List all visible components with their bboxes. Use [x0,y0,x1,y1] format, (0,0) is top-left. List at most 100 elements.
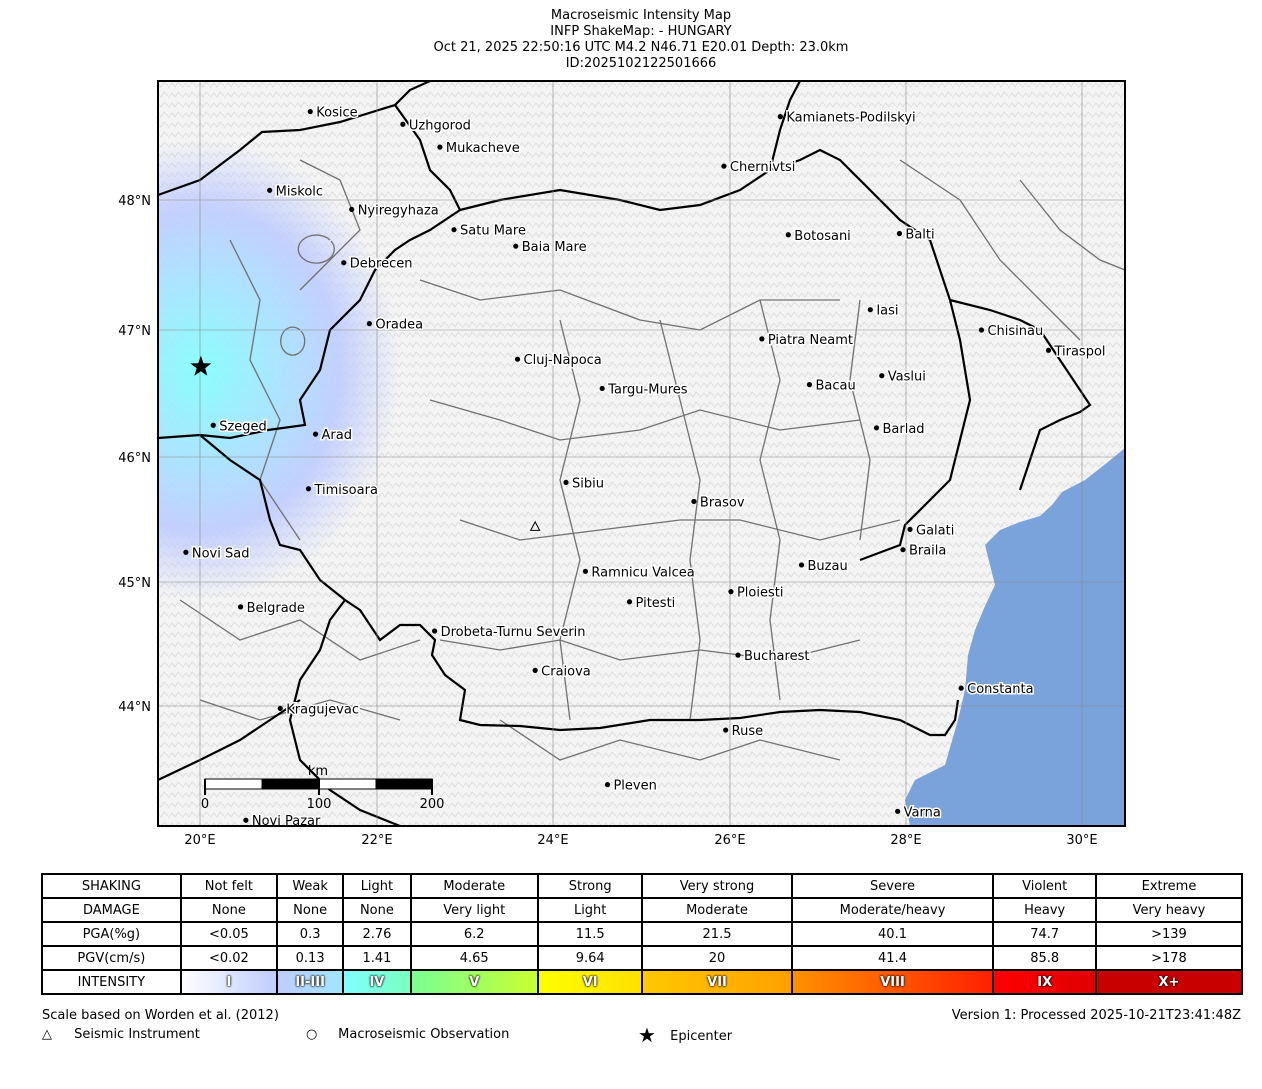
lat-tick-46: 46°N [118,451,151,466]
scale-cell: Moderate [409,873,539,899]
scale-cell: 2.76 [342,921,412,947]
black-sea [905,448,1125,826]
title-line-2: INFP ShakeMap: - HUNGARY [550,24,732,39]
scale-cell: 0.13 [276,945,345,971]
city-label: Cluj-Napoca [524,353,602,368]
city-oradea: Oradea [366,316,425,334]
city-label: Arad [322,428,352,443]
scale-cell: >139 [1094,921,1244,947]
city-uzhgorod: Uzhgorod [400,117,472,135]
city-label: Braila [909,544,946,559]
city-dot [723,727,729,733]
lon-tick-20: 20°E [184,833,215,848]
city-dot [759,336,765,342]
city-dot [312,431,319,437]
lat-tick-47: 47°N [118,324,151,339]
city-dot [237,604,244,610]
city-label: Ploiesti [737,586,784,601]
city-label: Balti [905,227,934,242]
city-label: Kosice [316,106,357,121]
scale-cell: Very strong [641,873,793,899]
map-title: Macroseismic Intensity Map INFP ShakeMap… [0,8,1262,72]
scale-cell: 85.8 [992,945,1097,971]
city-label: Baia Mare [522,240,587,255]
scale-cell: Violent [992,873,1097,899]
scale-cell: None [179,897,279,923]
city-label: Mukacheve [446,141,520,156]
intensity-cell: VIII [790,969,995,995]
scale-bar-label-200: 200 [420,797,445,812]
city-novi-sad: Novi Sad [183,545,251,563]
scale-cell: None [276,897,345,923]
city-dot [267,187,273,193]
scale-cell: None [342,897,412,923]
city-label: Tiraspol [1053,344,1105,359]
city-label: Debrecen [350,257,413,272]
city-label: Pitesti [636,596,676,611]
city-dot [514,356,521,362]
scale-cell: Severe [790,873,995,899]
legend-epicenter: ★ Epicenter [638,1023,732,1047]
seismic-instrument-marker[interactable] [529,520,541,531]
epicenter-star-icon[interactable] [190,355,212,376]
scale-row-header: INTENSITY [41,969,182,995]
city-label: Pleven [613,779,656,794]
scale-cell: >178 [1094,945,1244,971]
legend-observation-label: Macroseismic Observation [338,1027,510,1042]
city-dot [210,422,216,428]
scale-cell: 0.3 [276,921,345,947]
scale-cell: Weak [276,873,345,899]
city-label: Nyiregyhaza [358,203,439,218]
city-buzau: Buzau [798,557,849,575]
city-constanta: Constanta [958,681,1035,699]
city-label: Szeged [219,419,267,434]
scale-bar-label-0: 0 [201,797,209,812]
scale-row-header: DAMAGE [41,897,182,923]
city-dot [806,382,813,388]
lat-axis: 48°N 47°N 46°N 45°N 44°N [118,194,151,715]
city-label: Kamianets-Podilskyi [786,111,915,126]
city-label: Varna [904,805,941,820]
scale-row-damage: DAMAGE None None None Very light Light Moderat… [41,897,1244,923]
city-varna: Varna [895,804,942,822]
city-dot [691,498,697,505]
city-dot [432,628,438,634]
city-belgrade: Belgrade [237,599,306,617]
city-vaslui: Vaslui [879,368,927,386]
lon-tick-26: 26°E [714,833,745,848]
city-dot [513,243,519,249]
scale-cell: 40.1 [790,921,995,947]
scale-bar-unit: km [308,764,328,779]
city-kamianets-podilskyi: Kamianets-Podilskyi [777,109,917,127]
scale-row-header: PGV(cm/s) [41,945,182,971]
region-boundaries [179,159,1125,761]
city-label: Novi Sad [192,546,250,561]
scale-cell: Moderate [641,897,793,923]
city-pitesti: Pitesti [626,594,677,612]
intensity-cell: X+ [1094,969,1244,995]
city-dot [563,479,569,485]
city-label: Chernivtsi [730,160,795,175]
city-label: Oradea [375,318,423,333]
city-sibiu: Sibiu [563,475,605,493]
city-debrecen: Debrecen [341,255,414,273]
city-label: Drobeta-Turnu Severin [441,625,586,640]
legend-instrument-label: Seismic Instrument [74,1027,200,1042]
city-mukacheve: Mukacheve [437,140,521,158]
city-label: Uzhgorod [409,118,471,133]
city-kosice: Kosice [307,104,359,122]
city-botosani: Botosani [785,227,852,245]
city-dot [777,114,783,120]
city-cluj-napoca: Cluj-Napoca [514,352,603,370]
city-dot [895,808,901,814]
intensity-cell: V [409,969,539,995]
city-dot [183,549,189,555]
city-label: Bacau [815,379,855,394]
map-frame [157,80,1126,827]
city-braila: Braila [900,542,948,560]
city-dot [305,486,312,492]
city-dot [599,385,605,392]
scale-cell: 4.65 [409,945,539,971]
scale-row-pgv-cm-s-: PGV(cm/s) <0.02 0.13 1.41 4.65 9.64 20 41.4 85.8… [41,945,1244,971]
city-miskolc: Miskolc [267,183,325,201]
